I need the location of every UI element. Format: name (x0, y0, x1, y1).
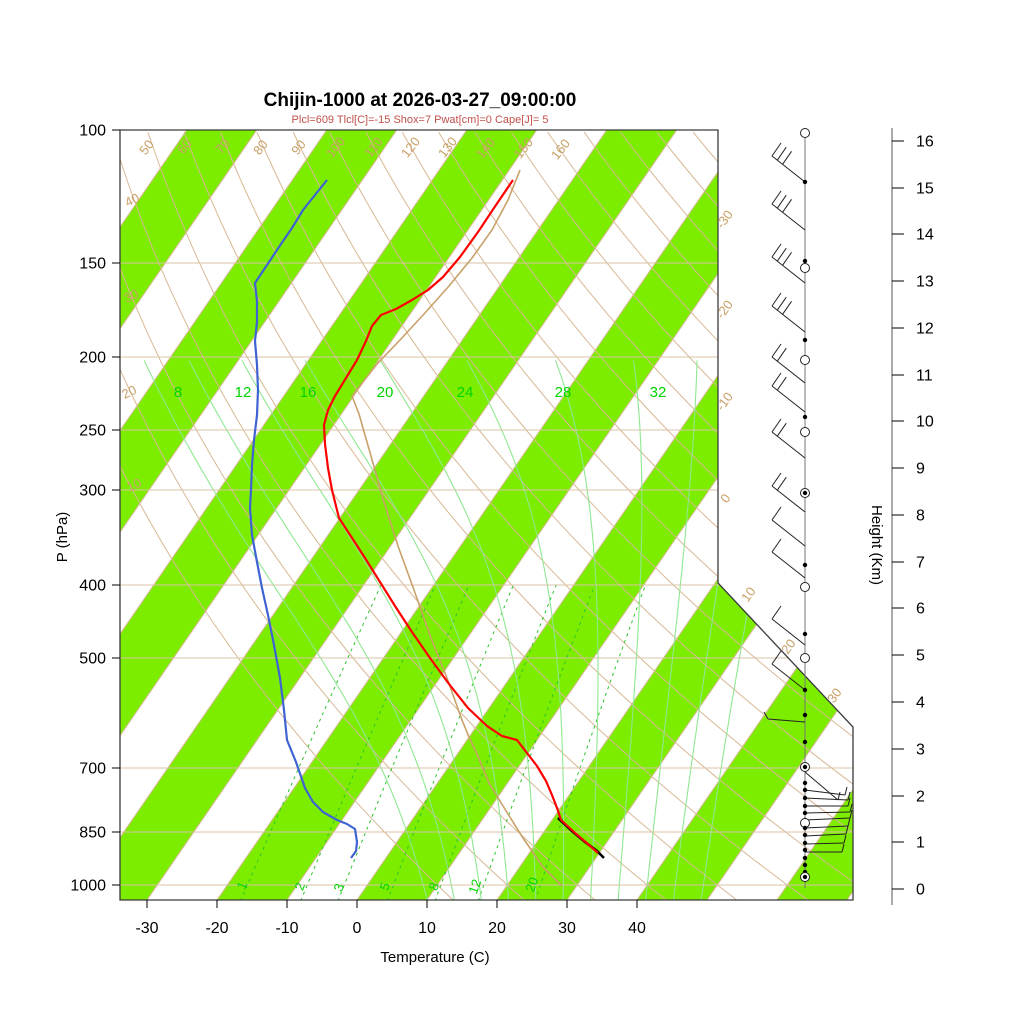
moist-adiabat-labels: 8 12 16 20 24 28 32 (174, 384, 667, 401)
svg-text:400: 400 (79, 578, 106, 595)
svg-text:24: 24 (457, 384, 474, 401)
svg-text:28: 28 (555, 384, 572, 401)
svg-text:3: 3 (330, 881, 347, 893)
svg-text:13: 13 (916, 274, 934, 291)
svg-text:10: 10 (124, 475, 144, 495)
svg-text:8: 8 (425, 880, 442, 892)
height-axis-title: Height (Km) (868, 505, 885, 585)
svg-text:10: 10 (916, 414, 934, 431)
temperature-axis-ticks (146, 900, 638, 908)
background-line-labels: 50 60 70 80 90 100 110 120 130 140 150 16040302010-… (119, 134, 844, 706)
pressure-axis-labels: 100 150 200 250 300 400 500 700 850 1000 (70, 123, 106, 895)
svg-text:2: 2 (291, 880, 308, 892)
svg-text:0: 0 (717, 491, 733, 506)
svg-text:160: 160 (548, 136, 573, 162)
svg-text:1000: 1000 (70, 878, 106, 895)
svg-text:-10: -10 (275, 920, 298, 937)
svg-text:20: 20 (778, 636, 799, 657)
svg-text:9: 9 (916, 461, 925, 478)
svg-text:12: 12 (235, 384, 252, 401)
mixing-ratio-labels: 1 2 3 5 8 12 20 (233, 875, 541, 896)
svg-text:12: 12 (916, 321, 934, 338)
svg-text:20: 20 (488, 920, 506, 937)
height-axis (891, 128, 904, 905)
mixing-ratio-lines (240, 584, 647, 900)
svg-text:4: 4 (916, 695, 925, 712)
svg-text:50: 50 (136, 137, 157, 158)
temperature-axis-labels: -30 -20 -10 0 10 20 30 40 (135, 920, 646, 937)
svg-text:-30: -30 (135, 920, 158, 937)
svg-text:12: 12 (465, 877, 484, 896)
temperature-axis-title: Temperature (C) (380, 949, 489, 966)
svg-text:1: 1 (233, 879, 250, 891)
svg-text:30: 30 (824, 685, 845, 706)
pressure-axis-ticks (112, 129, 120, 886)
svg-text:10: 10 (418, 920, 436, 937)
svg-text:100: 100 (79, 123, 106, 140)
chart-title: Chijin-1000 at 2026-03-27_09:00:00 (263, 90, 577, 111)
temperature-curve (322, 179, 599, 854)
chart-subtitle: Plcl=609 Tlcl[C]=-15 Shox=7 Pwat[cm]=0 C… (291, 114, 549, 126)
wind-barb-column (763, 128, 853, 888)
svg-text:700: 700 (79, 761, 106, 778)
svg-text:90: 90 (288, 137, 309, 158)
svg-text:40: 40 (628, 920, 646, 937)
svg-text:20: 20 (119, 382, 139, 402)
svg-text:11: 11 (916, 368, 933, 385)
svg-text:32: 32 (650, 384, 667, 401)
svg-text:200: 200 (79, 350, 106, 367)
svg-text:0: 0 (916, 882, 925, 899)
svg-text:1: 1 (916, 835, 925, 852)
svg-text:20: 20 (522, 875, 541, 894)
svg-text:8: 8 (174, 384, 182, 401)
svg-text:150: 150 (79, 256, 106, 273)
svg-text:80: 80 (250, 137, 271, 158)
svg-text:20: 20 (377, 384, 394, 401)
svg-text:2: 2 (916, 789, 925, 806)
svg-text:8: 8 (916, 508, 925, 525)
svg-text:16: 16 (916, 134, 934, 151)
svg-text:30: 30 (121, 286, 141, 306)
plot-frame (119, 129, 854, 901)
svg-text:850: 850 (79, 825, 106, 842)
svg-text:10: 10 (738, 584, 759, 605)
svg-text:16: 16 (300, 384, 317, 401)
svg-text:5: 5 (916, 648, 925, 665)
svg-text:120: 120 (398, 134, 423, 160)
svg-text:0: 0 (353, 920, 362, 937)
svg-text:40: 40 (122, 190, 142, 210)
svg-text:7: 7 (916, 555, 925, 572)
svg-text:-20: -20 (205, 920, 228, 937)
svg-text:3: 3 (916, 742, 925, 759)
svg-text:15: 15 (916, 181, 934, 198)
svg-text:6: 6 (916, 601, 925, 618)
svg-text:300: 300 (79, 483, 106, 500)
pressure-axis-title: P (hPa) (54, 512, 71, 563)
parcel-trace (351, 169, 563, 887)
svg-text:5: 5 (376, 880, 393, 892)
svg-text:500: 500 (79, 651, 106, 668)
svg-text:-20: -20 (713, 297, 736, 321)
dewpoint-curve (248, 179, 359, 859)
svg-text:250: 250 (79, 423, 106, 440)
svg-text:14: 14 (916, 227, 934, 244)
svg-text:30: 30 (558, 920, 576, 937)
